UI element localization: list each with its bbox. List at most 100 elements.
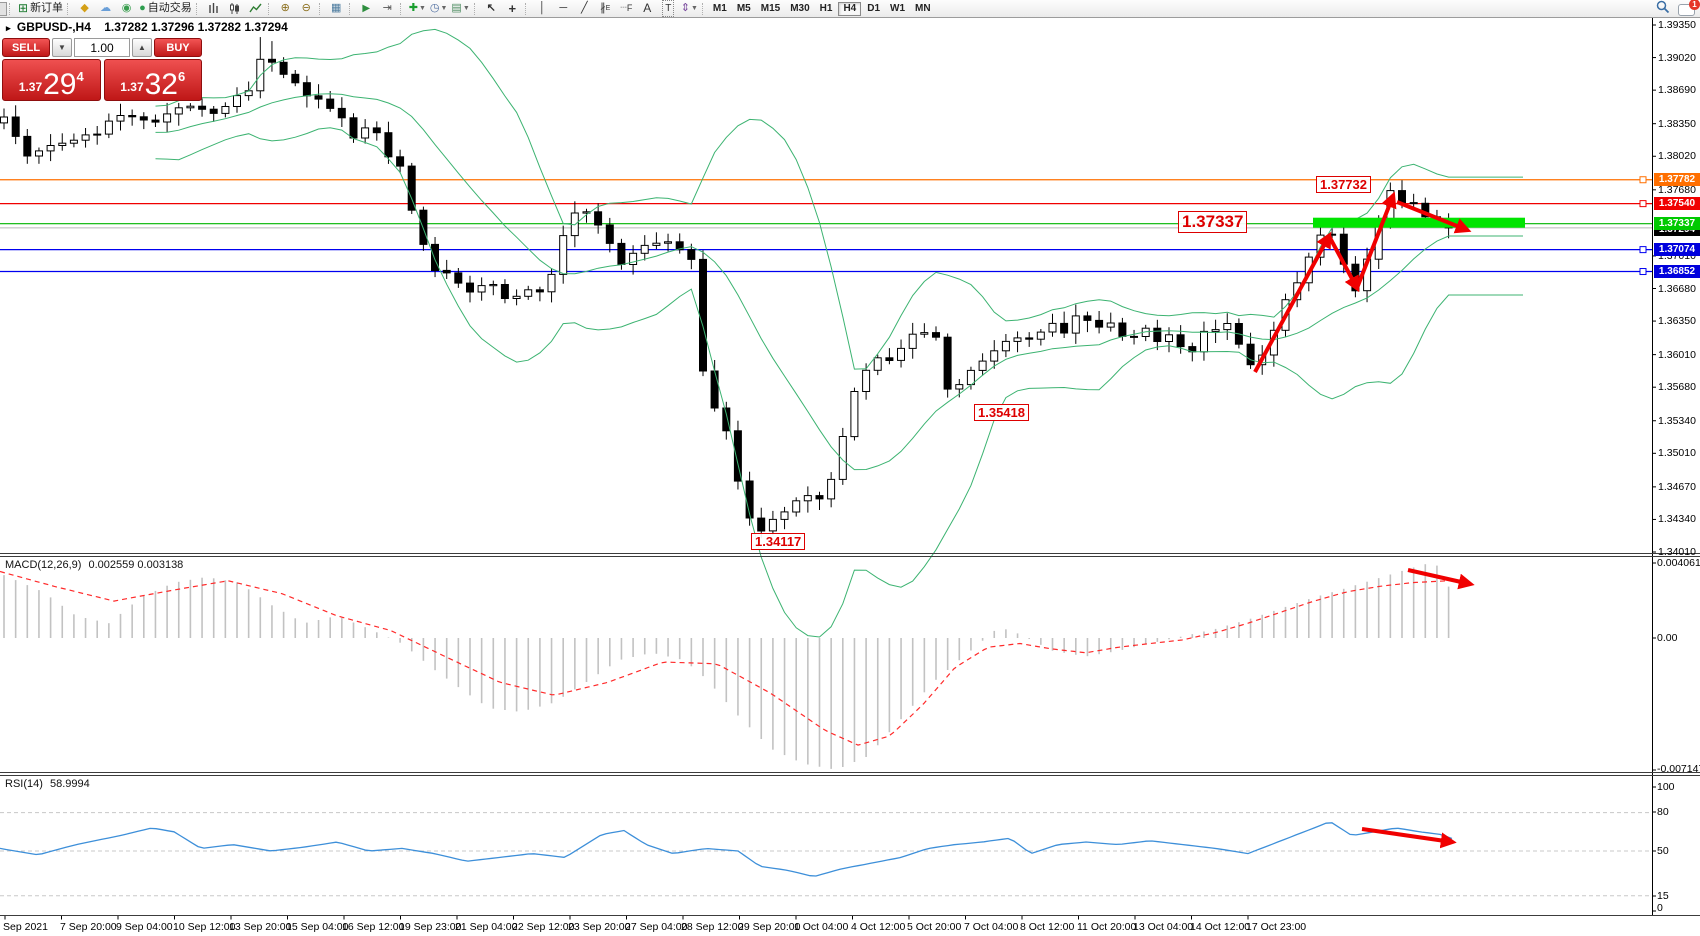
indicators-add-icon: ✚ xyxy=(408,2,418,14)
toolbar-grip xyxy=(473,2,478,15)
one-click-trading-panel: SELL ▼ ▲ BUY 1.37 29 4 1.37 32 6 xyxy=(2,38,202,101)
fibonacci-icon[interactable]: ┄ F xyxy=(620,2,633,14)
toolbar: ⊞ 新订单 ◆ ☁ ◉ ● 自动交易 ⊕ ⊖ ▦ ▶ ⇥ ✚ ▼ ◷ ▼ ▤ ▼ ↖ … xyxy=(0,0,1700,18)
timeframe-h1[interactable]: H1 xyxy=(819,2,833,14)
timeframe-d1[interactable]: D1 xyxy=(867,2,881,14)
buy-button[interactable]: BUY xyxy=(154,38,202,57)
buy-price-big: 32 xyxy=(144,68,178,101)
clock-icon: ◷ xyxy=(429,2,440,14)
symbol-period: GBPUSD-,H4 xyxy=(16,20,91,34)
auto-scroll-icon[interactable]: ▶ xyxy=(362,3,371,14)
toolbar-grip xyxy=(67,2,71,15)
arrows-button[interactable]: ⇕ ▼ xyxy=(679,1,700,16)
toolbar-grip xyxy=(701,2,706,15)
arrows-icon: ⇕ xyxy=(680,2,690,14)
search-icon[interactable] xyxy=(1656,0,1670,17)
timeframe-m5[interactable]: M5 xyxy=(736,2,751,14)
signals-icon[interactable]: ◉ xyxy=(121,2,132,14)
bollinger-bands xyxy=(155,28,1523,638)
buy-price-small: 1.37 xyxy=(120,80,144,94)
rsi-name: RSI(14) xyxy=(5,778,43,790)
horizontal-line-icon[interactable]: ─ xyxy=(559,2,568,14)
equidistant-channel-icon[interactable]: ∦ E xyxy=(600,2,611,14)
chevron-down-icon: ▼ xyxy=(418,5,426,12)
cursor-icon[interactable]: ↖ xyxy=(486,2,496,14)
clipped-toolbar-icon[interactable] xyxy=(0,1,7,16)
macd-values: 0.002559 0.003138 xyxy=(88,559,184,571)
periods-button[interactable]: ◷ ▼ xyxy=(428,1,450,16)
macd-indicator xyxy=(0,564,1450,769)
volume-up-button[interactable]: ▲ xyxy=(132,38,152,57)
cloud-icon[interactable]: ☁ xyxy=(100,2,112,14)
rsi-label: RSI(14) 58.9994 xyxy=(5,778,90,790)
chevron-down-icon: ▼ xyxy=(462,5,470,12)
toolbar-grip xyxy=(399,2,404,15)
annotation-arrows xyxy=(1253,191,1475,849)
candlestick-chart-icon[interactable] xyxy=(224,1,245,16)
toolbar-grip xyxy=(348,2,353,15)
toolbar-right-icons: 1 xyxy=(1656,0,1700,17)
rsi-indicator xyxy=(0,812,1652,897)
chart-shift-icon[interactable]: ⇥ xyxy=(382,2,392,14)
ohlc-values: 1.37282 1.37296 1.37282 1.37294 xyxy=(104,20,288,34)
sell-price-big: 29 xyxy=(43,68,77,101)
timeframe-mn[interactable]: MN xyxy=(915,2,931,14)
line-chart-icon[interactable] xyxy=(245,1,266,16)
toolbar-grip xyxy=(267,2,272,15)
sell-button[interactable]: SELL xyxy=(2,38,50,57)
panel-frames xyxy=(0,17,1700,920)
autotrading-button[interactable]: ● 自动交易 xyxy=(137,1,194,16)
volume-input[interactable] xyxy=(74,38,130,57)
template-icon: ▤ xyxy=(451,2,462,14)
text-label-icon[interactable]: T xyxy=(658,0,679,17)
templates-button[interactable]: ▤ ▼ xyxy=(449,1,471,16)
candlestick-series xyxy=(0,37,1453,539)
toolbar-grip xyxy=(318,2,323,15)
sell-price-button[interactable]: 1.37 29 4 xyxy=(2,59,101,101)
rsi-value: 58.9994 xyxy=(49,778,90,790)
chevron-down-icon: ▼ xyxy=(690,5,698,12)
price-callout: 1.35418 xyxy=(974,404,1029,421)
price-callout: 1.37337 xyxy=(1178,211,1248,233)
timeframe-m15[interactable]: M15 xyxy=(760,2,781,14)
sell-price-sup: 4 xyxy=(76,69,84,84)
text-icon[interactable]: A xyxy=(643,1,652,15)
bar-chart-icon[interactable] xyxy=(203,1,224,16)
autotrading-icon: ● xyxy=(139,2,146,14)
trendline-icon[interactable]: ╱ xyxy=(580,2,588,14)
macd-name: MACD(12,26,9) xyxy=(5,559,82,571)
timeframe-m30[interactable]: M30 xyxy=(790,2,810,14)
zoom-out-icon[interactable]: ⊖ xyxy=(301,2,311,14)
crosshair-icon[interactable]: + xyxy=(508,1,517,16)
timeframe-w1[interactable]: W1 xyxy=(890,2,906,14)
timeframe-h4[interactable]: H4 xyxy=(838,1,862,16)
chevron-down-icon: ▼ xyxy=(440,5,448,12)
macd-label: MACD(12,26,9) 0.002559 0.003138 xyxy=(5,559,183,571)
toolbar-grip xyxy=(195,2,200,15)
zoom-in-icon[interactable]: ⊕ xyxy=(280,2,290,14)
vertical-line-icon[interactable]: │ xyxy=(538,2,546,14)
indicators-button[interactable]: ✚ ▼ xyxy=(407,1,428,16)
new-order-button[interactable]: ⊞ 新订单 xyxy=(16,1,65,16)
sell-price-small: 1.37 xyxy=(18,80,43,94)
notification-badge: 1 xyxy=(1689,0,1700,10)
autotrading-label: 自动交易 xyxy=(147,2,192,14)
price-callout: 1.37732 xyxy=(1316,176,1371,193)
notifications-button[interactable]: 1 xyxy=(1678,0,1700,16)
symbol-marker-icon: ▸ xyxy=(6,23,11,33)
buy-price-sup: 6 xyxy=(178,69,186,84)
market-watch-icon[interactable]: ◆ xyxy=(80,2,89,14)
toolbar-grip xyxy=(9,2,13,15)
timeframe-toolbar: M1 M5 M15 M30 H1 H4 D1 W1 MN xyxy=(709,1,935,16)
chart-title: ▸ GBPUSD-,H4 1.37282 1.37296 1.37282 1.3… xyxy=(6,20,288,34)
timeframe-m1[interactable]: M1 xyxy=(712,2,727,14)
tile-windows-icon[interactable]: ▦ xyxy=(331,2,342,14)
volume-down-button[interactable]: ▼ xyxy=(52,38,72,57)
new-order-icon: ⊞ xyxy=(18,1,29,15)
price-callout: 1.34117 xyxy=(751,533,806,550)
buy-price-button[interactable]: 1.37 32 6 xyxy=(103,59,202,101)
new-order-label: 新订单 xyxy=(30,2,64,14)
support-zone-band xyxy=(1313,217,1525,228)
